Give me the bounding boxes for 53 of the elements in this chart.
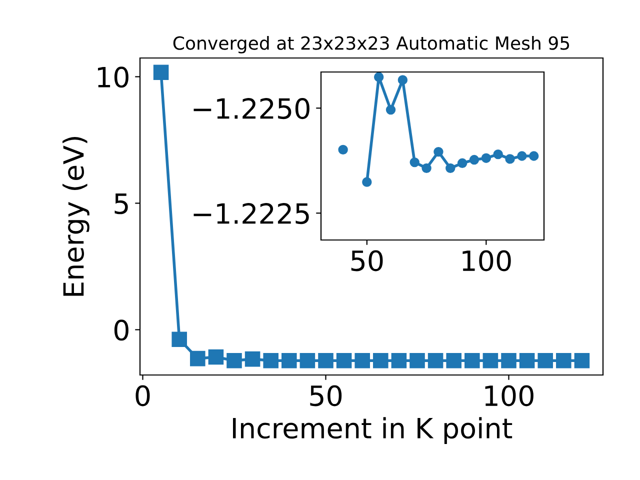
point	[300, 352, 316, 368]
point	[244, 351, 260, 367]
point	[374, 72, 384, 82]
point	[556, 352, 572, 368]
point	[446, 163, 456, 174]
point	[428, 352, 444, 368]
y-tick-label: 10	[98, 66, 128, 88]
point	[386, 104, 396, 115]
x-tick-label: 50	[310, 385, 342, 406]
x-tick-label: 50	[351, 250, 383, 272]
y-axis-title: Energy (eV)	[62, 136, 90, 296]
point	[338, 144, 348, 155]
point	[538, 352, 553, 368]
point	[398, 75, 408, 85]
point	[362, 177, 372, 187]
point	[529, 151, 539, 161]
point	[263, 352, 278, 368]
point	[318, 352, 334, 368]
point	[354, 352, 370, 368]
point	[373, 352, 388, 368]
x-tick-label: 100	[462, 250, 511, 272]
point	[282, 352, 297, 368]
point	[505, 154, 515, 164]
point	[336, 352, 352, 368]
point	[519, 352, 535, 368]
y-tick-label: 5	[114, 194, 128, 214]
point	[493, 149, 503, 160]
y-tick-label: −1.2225	[194, 203, 309, 224]
x-tick-label: 100	[485, 385, 534, 406]
y-tick-label: −1.2250	[194, 98, 310, 120]
point	[481, 153, 492, 163]
point	[457, 158, 468, 168]
point	[190, 350, 206, 366]
point	[501, 352, 516, 368]
point	[574, 352, 590, 368]
point	[153, 64, 169, 80]
point	[517, 151, 527, 161]
point	[482, 352, 498, 368]
point	[391, 352, 407, 368]
point	[410, 352, 425, 368]
point	[464, 352, 480, 368]
point	[434, 146, 444, 157]
y-tick-label: 0	[114, 320, 128, 341]
x-tick-label: 0	[136, 385, 150, 406]
point	[469, 154, 480, 165]
chart-title: Converged at 23x23x23 Automatic Mesh 95	[173, 36, 570, 54]
point	[226, 352, 242, 368]
point	[422, 163, 432, 174]
x-axis-title: Increment in K point	[232, 417, 512, 444]
point	[446, 352, 462, 368]
point	[208, 349, 224, 365]
point	[172, 332, 187, 347]
point	[410, 157, 420, 168]
